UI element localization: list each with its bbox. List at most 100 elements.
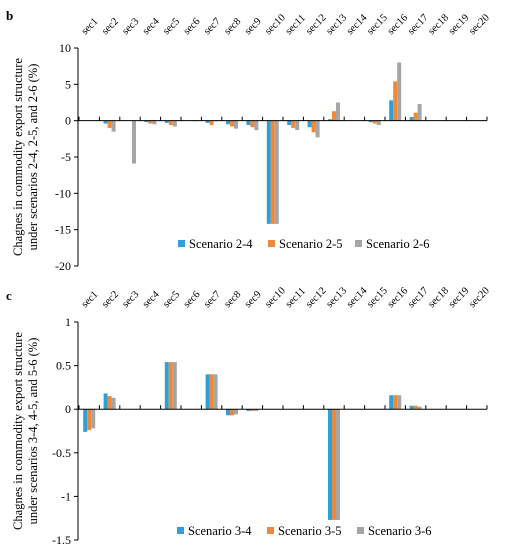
bar-scenario-2-6-sec16 xyxy=(397,62,402,121)
x-tick-label: sec20 xyxy=(467,285,492,310)
legend-swatch xyxy=(355,240,362,247)
x-tick-label: sec16 xyxy=(386,285,411,310)
y-tick-label: -1.5 xyxy=(52,533,71,547)
bar-scenario-3-5-sec13 xyxy=(332,409,336,520)
x-tick-label: sec17 xyxy=(406,12,431,37)
bar-scenario-2-5-sec16 xyxy=(393,81,398,121)
legend: Scenario 3-4 Scenario 3-5 Scenario 3-6 xyxy=(177,524,432,538)
bar-scenario-3-5-sec9 xyxy=(250,409,255,411)
bar-scenario-2-6-sec4 xyxy=(152,120,157,125)
bar-scenario-2-4-sec15 xyxy=(368,120,373,123)
bar-scenario-2-4-sec8 xyxy=(226,120,230,125)
bar-scenario-2-5-sec12 xyxy=(311,120,316,133)
x-tick-label: sec11 xyxy=(284,13,308,37)
y-tick-label: -0.5 xyxy=(52,446,71,460)
x-tick-label: sec10 xyxy=(263,12,288,37)
bar-scenario-2-6-sec3 xyxy=(132,120,136,164)
legend-swatch xyxy=(357,527,364,534)
bar-scenario-3-5-sec17 xyxy=(413,405,418,410)
bar-scenario-2-6-sec13 xyxy=(336,102,340,121)
y-tick-label: 0 xyxy=(65,402,71,416)
bar-scenario-3-6-sec5 xyxy=(172,362,177,410)
bar-scenario-2-4-sec4 xyxy=(144,120,149,123)
bar-scenario-3-4-sec9 xyxy=(246,409,251,411)
x-tick-label: sec19 xyxy=(447,285,472,310)
bar-scenario-2-6-sec12 xyxy=(315,120,320,138)
x-tick-label: sec14 xyxy=(345,285,370,310)
x-tick-label: sec1 xyxy=(80,16,101,37)
bar-scenario-3-4-sec16 xyxy=(389,395,394,410)
y-axis-title: under scenarios 2-4, 2-5, and 2-6 (%) xyxy=(26,64,40,251)
bar-scenario-3-6-sec2 xyxy=(111,397,116,410)
bar-scenario-3-5-sec2 xyxy=(107,396,112,410)
x-tick-label: sec9 xyxy=(243,289,264,310)
y-axis-title: Chagnes in commodity export structure xyxy=(11,332,25,530)
bar-scenario-2-5-sec9 xyxy=(250,120,255,128)
y-tick-label: 5 xyxy=(65,77,71,91)
legend-label: Scenario 2-4 xyxy=(189,237,253,251)
legend-label: Scenario 2-5 xyxy=(279,237,343,251)
x-tick-label: sec8 xyxy=(222,16,243,37)
x-tick-label: sec4 xyxy=(141,16,163,38)
bar-scenario-2-5-sec13 xyxy=(332,111,336,121)
panel-label: c xyxy=(6,288,12,303)
x-tick-label: sec18 xyxy=(426,285,451,310)
y-tick-label: 0.5 xyxy=(56,359,71,373)
bar-scenario-2-4-sec2 xyxy=(103,120,108,124)
x-tick-label: sec12 xyxy=(304,285,329,310)
x-tick-label: sec13 xyxy=(324,285,349,310)
bar-scenario-2-4-sec13 xyxy=(328,119,332,121)
x-tick-label: sec6 xyxy=(182,289,203,310)
y-tick-label: -15 xyxy=(55,223,71,237)
bar-scenario-2-6-sec2 xyxy=(111,120,116,132)
bar-scenario-3-6-sec9 xyxy=(254,409,259,411)
bar-scenario-2-4-sec11 xyxy=(287,120,292,126)
x-tick-label: sec14 xyxy=(345,12,370,37)
bar-scenario-3-6-sec17 xyxy=(417,406,422,410)
y-tick-label: 0 xyxy=(65,114,71,128)
bar-scenario-3-6-sec7 xyxy=(213,374,218,410)
bar-scenario-3-6-sec1 xyxy=(91,409,96,429)
bar-scenario-3-5-sec5 xyxy=(168,362,173,410)
x-tick-label: sec7 xyxy=(202,16,223,37)
bar-scenario-2-6-sec17 xyxy=(417,103,422,121)
bar-scenario-3-5-sec1 xyxy=(87,409,92,431)
bar-scenario-3-4-sec2 xyxy=(103,393,108,410)
x-tick-label: sec16 xyxy=(386,12,411,37)
bar-scenario-2-5-sec2 xyxy=(107,120,112,128)
bar-scenario-3-5-sec16 xyxy=(393,395,398,410)
x-tick-label: sec8 xyxy=(222,289,243,310)
bar-scenario-3-4-sec7 xyxy=(205,374,210,410)
y-axis-title: under scenarios 3-4, 4-5, and 5-6 (%) xyxy=(26,338,40,525)
legend-label: Scenario 3-6 xyxy=(368,524,432,538)
x-tick-label: sec1 xyxy=(80,289,101,310)
x-tick-label: sec6 xyxy=(182,16,203,37)
x-tick-label: sec19 xyxy=(447,12,472,37)
bar-scenario-3-5-sec7 xyxy=(209,374,214,410)
bar-scenario-2-5-sec10 xyxy=(270,120,275,224)
legend-swatch xyxy=(267,527,274,534)
bar-scenario-2-5-sec15 xyxy=(372,120,377,124)
bar-scenario-3-4-sec5 xyxy=(164,362,169,410)
legend-swatch xyxy=(177,527,184,534)
y-tick-label: -5 xyxy=(61,150,71,164)
bar-scenario-3-5-sec8 xyxy=(230,409,234,416)
x-tick-label: sec9 xyxy=(243,16,264,37)
bar-scenario-3-4-sec13 xyxy=(328,409,332,520)
y-axis-title: Chagnes in commodity export structure xyxy=(11,58,25,256)
bar-scenario-2-6-sec9 xyxy=(254,120,259,131)
x-tick-label: sec2 xyxy=(100,289,121,310)
bar-scenario-3-6-sec16 xyxy=(397,395,402,410)
x-tick-label: sec12 xyxy=(304,12,329,37)
bar-scenario-2-4-sec16 xyxy=(389,100,394,121)
x-tick-label: sec5 xyxy=(161,289,182,310)
bar-scenario-2-5-sec11 xyxy=(291,120,296,128)
bar-scenario-3-4-sec1 xyxy=(83,409,88,432)
chart-panel-c: c 1 0.5 0 -0.5 -1 -1.5 sec1 sec2 sec3 sec4 sec5 sec6… xyxy=(6,285,492,547)
bar-scenario-2-4-sec7 xyxy=(205,120,210,123)
x-tick-label: sec20 xyxy=(467,12,492,37)
x-tick-label: sec7 xyxy=(202,289,223,310)
y-tick-label: 1 xyxy=(65,315,71,329)
bar-scenario-2-4-sec17 xyxy=(409,117,414,121)
